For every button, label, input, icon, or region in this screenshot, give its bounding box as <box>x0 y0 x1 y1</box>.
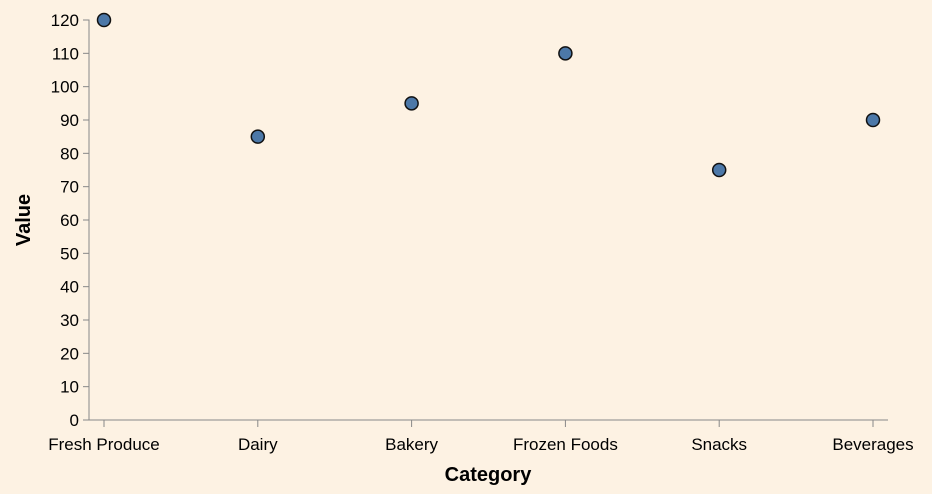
y-axis-title: Value <box>13 194 35 246</box>
y-tick-label: 110 <box>52 44 79 63</box>
y-tick-label: 100 <box>51 78 79 97</box>
y-tick-label: 50 <box>60 244 79 263</box>
x-tick-label: Fresh Produce <box>48 435 160 454</box>
x-tick-label: Bakery <box>385 435 438 454</box>
y-tick-label: 20 <box>60 344 79 363</box>
data-point <box>250 129 266 144</box>
y-tick-label: 40 <box>60 278 79 297</box>
data-point <box>711 162 727 178</box>
y-tick-label: 70 <box>60 178 79 197</box>
data-point <box>96 12 112 28</box>
y-tick-label: 80 <box>60 144 79 163</box>
data-point <box>865 112 881 128</box>
y-tick-label: 60 <box>60 211 79 230</box>
y-tick-label: 30 <box>60 311 79 330</box>
y-tick-label: 120 <box>51 11 79 30</box>
x-axis: Fresh Produce Dairy Bakery Frozen Foods Snac… <box>48 419 914 454</box>
x-axis-title: Category <box>445 464 533 486</box>
data-point <box>558 46 573 61</box>
x-tick-label: Frozen Foods <box>513 435 618 454</box>
x-tick-label: Dairy <box>238 435 278 454</box>
data-point <box>404 96 419 111</box>
data-points <box>96 12 881 178</box>
x-tick-label: Snacks <box>691 435 747 454</box>
y-tick-label: 90 <box>60 111 79 130</box>
y-axis: 0 10 20 30 40 50 60 70 80 90 100 110 120 <box>51 11 90 430</box>
x-tick-label: Beverages <box>832 435 913 454</box>
y-tick-label: 10 <box>60 378 79 397</box>
y-tick-label: 0 <box>70 411 79 430</box>
